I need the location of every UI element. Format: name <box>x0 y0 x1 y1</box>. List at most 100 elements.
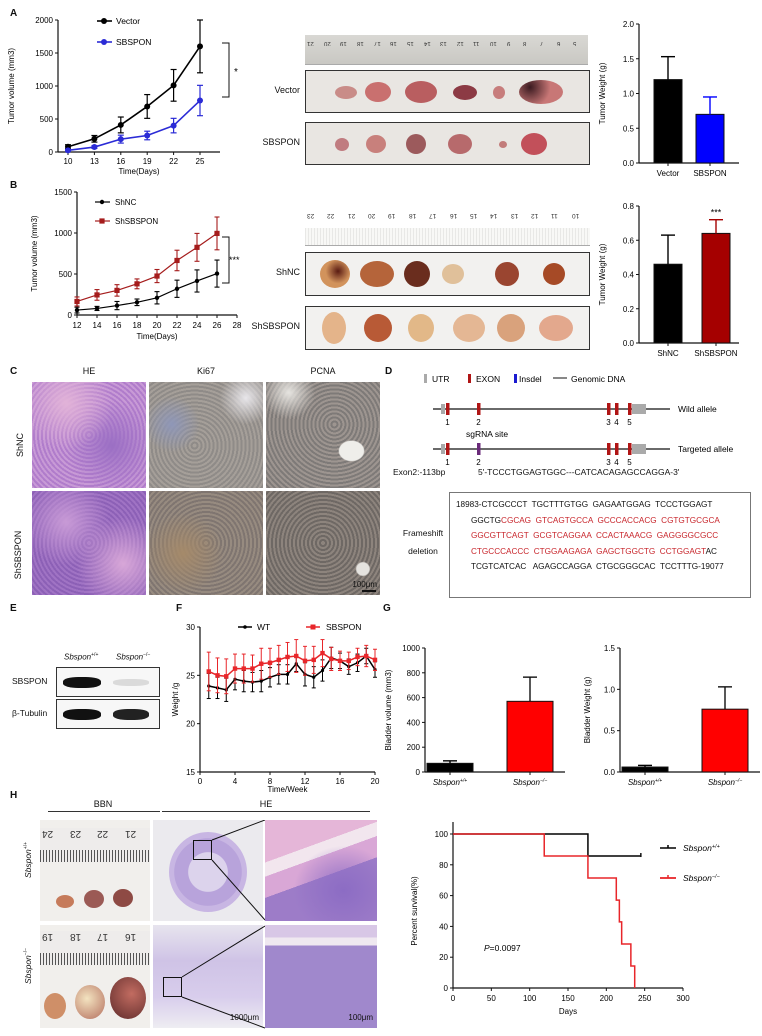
he-highmag-ko: 100μm <box>265 925 377 1028</box>
he-highmag-wt <box>265 820 377 921</box>
chart-h-survival: 0 20 40 60 80 100 Percent survival(%) Days 0 50 10… <box>410 822 721 1016</box>
svg-text:*: * <box>234 67 238 78</box>
ruler-tick: 12 <box>530 212 539 219</box>
ruler-tick: 22 <box>97 828 109 839</box>
svg-text:Sbspon−/−: Sbspon−/− <box>708 778 742 787</box>
svg-text:3: 3 <box>606 418 611 427</box>
svg-text:EXON: EXON <box>476 374 500 384</box>
svg-text:50: 50 <box>487 994 496 1003</box>
svg-text:SBSPON: SBSPON <box>116 37 151 47</box>
svg-text:1: 1 <box>445 418 450 427</box>
bbn-photo-ko: 19 18 17 16 <box>40 925 150 1028</box>
ruler-tick: 6 <box>556 40 561 46</box>
ruler-tick: 5 <box>573 40 577 46</box>
svg-text:Time/Week: Time/Week <box>267 785 308 794</box>
svg-text:0.8: 0.8 <box>623 202 635 211</box>
svg-text:2: 2 <box>476 458 481 467</box>
tumor-specimen <box>453 84 477 100</box>
ruler-tick: 21 <box>347 212 355 219</box>
svg-text:0: 0 <box>416 768 421 777</box>
svg-text:P=0.0097: P=0.0097 <box>484 943 521 953</box>
bbn-photo-wt: 24 23 22 21 <box>40 820 150 921</box>
ruler-tick: 24 <box>42 828 54 839</box>
ruler-a <box>305 35 588 65</box>
he-lowmag-wt <box>153 820 263 921</box>
sequence-line: 18983-CTCGCCCT TGCTTTGTGG GAGAATGGAG TCC… <box>456 500 713 509</box>
svg-text:22: 22 <box>173 321 182 330</box>
sequence-line: CTGCCCACCC CTGGAAGAGA GAGCTGGCTG CCTGGAG… <box>471 546 717 556</box>
tumor-specimen <box>493 85 505 99</box>
svg-text:0.0: 0.0 <box>604 768 616 777</box>
svg-text:1000: 1000 <box>402 644 420 653</box>
scale-bar-label: 100μm <box>348 1013 373 1022</box>
ruler-tick: 13 <box>440 40 447 46</box>
wb-row-label-sbspon: SBSPON <box>12 676 48 686</box>
ruler-tick: 14 <box>423 40 431 46</box>
svg-text:1.0: 1.0 <box>623 90 635 99</box>
tumor-specimen <box>519 80 563 104</box>
chart-g-bladder-weight: 0.0 0.5 1.0 1.5 Bladder Weight (g) Sbspon+/+ S… <box>583 644 760 787</box>
tumor-specimen <box>521 133 547 155</box>
svg-text:2.0: 2.0 <box>623 20 635 29</box>
band <box>63 709 101 720</box>
ruler-tick: 19 <box>340 40 347 46</box>
divider <box>48 811 160 812</box>
svg-text:5: 5 <box>627 418 632 427</box>
svg-text:5: 5 <box>627 458 632 467</box>
svg-text:1: 1 <box>445 458 450 467</box>
wb-col-label-wt: Sbspon+/+ <box>64 652 99 662</box>
sequence-line: GGCGTTCAGT GCGTCAGGAA CCACTAAACG GAGGGGC… <box>471 531 719 540</box>
photo-a: 21 20 19 18 17 16 15 14 13 12 11 10 9 8 7 6 5 Vector SBS… <box>262 32 590 167</box>
histo-he-shnc <box>32 382 146 488</box>
ruler-tick: 16 <box>390 40 397 46</box>
ruler-tick: 23 <box>69 828 81 839</box>
ruler-tick: 14 <box>490 212 498 219</box>
tumor-specimen <box>405 81 437 103</box>
panel-label-a: A <box>10 8 18 19</box>
svg-text:Percent survival(%): Percent survival(%) <box>410 876 419 946</box>
svg-text:100: 100 <box>435 830 449 839</box>
histo-ki67-shnc <box>149 382 263 488</box>
svg-text:200: 200 <box>407 743 421 752</box>
ruler-tick: 22 <box>327 212 335 219</box>
svg-text:15: 15 <box>186 768 195 777</box>
svg-text:12: 12 <box>73 321 82 330</box>
tumor-specimen <box>543 263 565 285</box>
panel-label-g: G <box>383 603 391 614</box>
row-label-shsbspon: ShSBSPON <box>13 530 23 580</box>
ruler-tick: 18 <box>69 931 81 942</box>
svg-text:1000: 1000 <box>54 229 72 238</box>
svg-text:Vector: Vector <box>657 169 680 178</box>
svg-text:500: 500 <box>40 115 54 124</box>
photo-b-row-label: ShNC <box>275 267 300 277</box>
svg-text:0.5: 0.5 <box>604 727 616 736</box>
svg-text:0.0: 0.0 <box>623 159 635 168</box>
svg-text:30: 30 <box>186 623 195 632</box>
row-label-ko: Sbspon−/− <box>23 947 34 985</box>
svg-text:25: 25 <box>186 671 195 680</box>
svg-text:8: 8 <box>268 777 273 786</box>
wb-row-label-tubulin: β-Tubulin <box>12 708 48 718</box>
svg-text:Bladder volume (mm3): Bladder volume (mm3) <box>384 669 393 750</box>
ruler-tick: 12 <box>456 40 464 46</box>
col-label-pcna: PCNA <box>310 366 336 376</box>
row-label-wt: Sbspon+/+ <box>23 841 34 879</box>
svg-text:***: *** <box>229 255 240 265</box>
tumor-specimen <box>320 260 350 288</box>
tumor-specimen <box>448 134 472 154</box>
svg-text:Days: Days <box>559 1007 577 1016</box>
svg-text:***: *** <box>711 208 722 218</box>
svg-text:Sbspon−/−: Sbspon−/− <box>513 778 547 787</box>
ruler-tick: 20 <box>368 212 376 219</box>
tumor-specimen <box>408 314 434 342</box>
panel-label-f: F <box>176 603 183 614</box>
tumor-specimen <box>497 314 525 342</box>
ruler-tick: 18 <box>356 40 364 46</box>
ruler-tick: 10 <box>571 212 579 219</box>
svg-text:ShNC: ShNC <box>657 349 679 358</box>
photo-a-row-label: Vector <box>274 85 300 95</box>
svg-text:150: 150 <box>561 994 575 1003</box>
chart-b-tumor-weight: 0.0 0.2 0.4 0.6 0.8 Tumor Weight (g) ShNC ShSBS… <box>598 202 739 358</box>
ruler-tick: 17 <box>373 40 381 46</box>
